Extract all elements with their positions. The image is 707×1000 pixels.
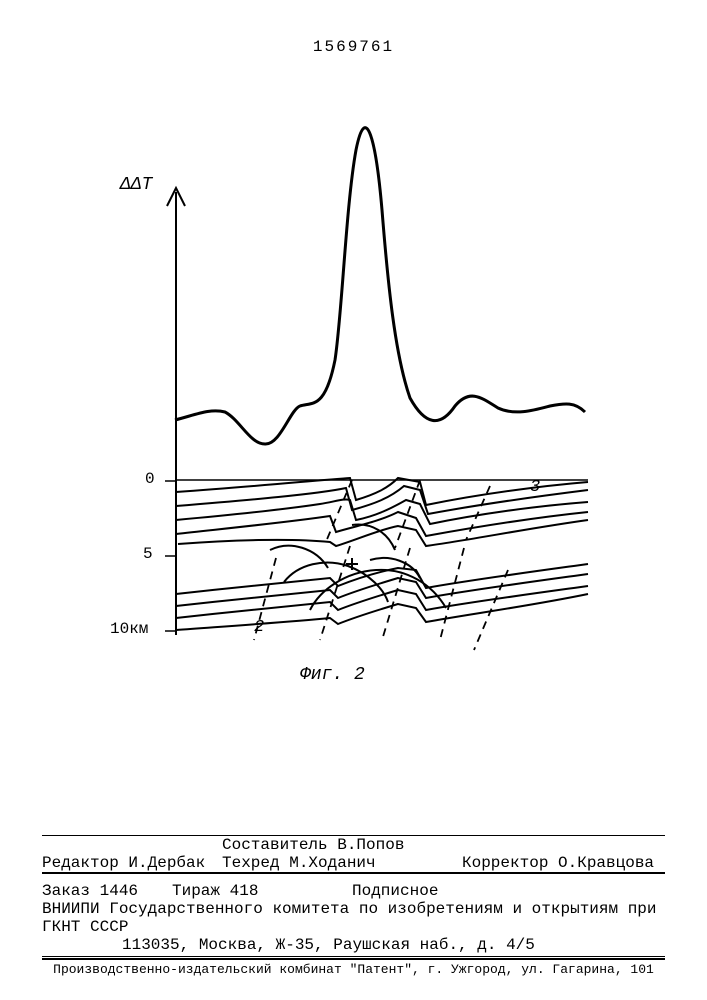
producer-text: Производственно-издательский комбинат "П… <box>53 962 654 977</box>
order-block: Заказ 1446 Тираж 418 Подписное ВНИИПИ Го… <box>42 882 665 960</box>
institution-address: 113035, Москва, Ж-35, Раушская наб., д. … <box>42 936 665 954</box>
institution: ВНИИПИ Государственного комитета по изоб… <box>42 900 665 936</box>
figure-caption: Фиг. 2 <box>300 665 365 685</box>
divider <box>42 872 665 874</box>
divider <box>42 956 665 957</box>
editor: Редактор И.Дербак <box>42 854 222 872</box>
subscription: Подписное <box>352 882 665 900</box>
techred: Техред М.Ходанич <box>222 854 462 872</box>
figure-2 <box>120 110 590 660</box>
credits-block: Составитель В.Попов Редактор И.Дербак Те… <box>42 835 665 874</box>
compiler: Составитель В.Попов <box>222 836 462 854</box>
tirazh: Тираж 418 <box>172 882 352 900</box>
corrector: Корректор О.Кравцова <box>462 854 665 872</box>
figure-svg <box>120 110 590 660</box>
document-number: 1569761 <box>0 38 707 56</box>
producer: Производственно-издательский комбинат "П… <box>42 956 665 979</box>
order-number: Заказ 1446 <box>42 882 172 900</box>
